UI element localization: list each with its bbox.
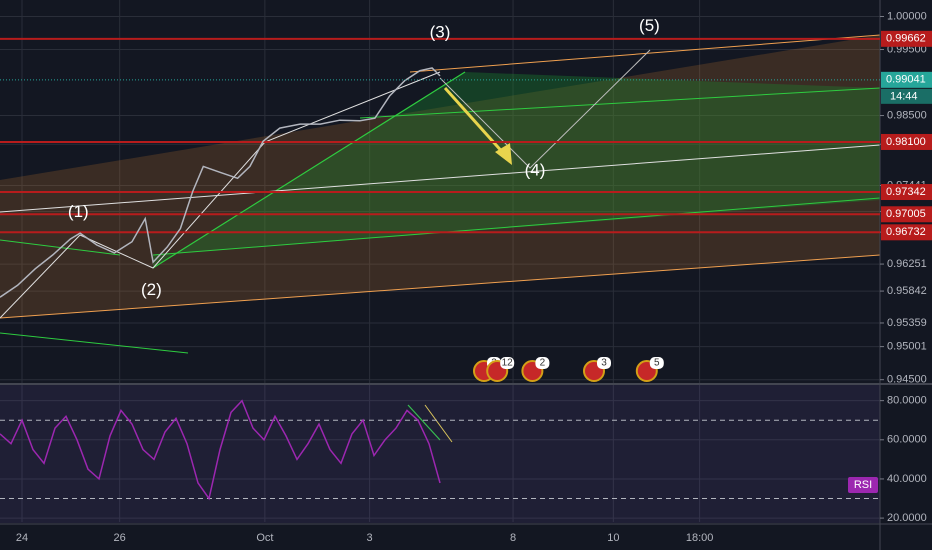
channel-line bbox=[409, 34, 881, 73]
green-channel bbox=[153, 72, 880, 268]
rsi-badge bbox=[848, 477, 878, 493]
wave-label: (2) bbox=[141, 280, 162, 299]
y-tick-label: 0.95001 bbox=[887, 341, 927, 353]
rsi-title: RSI bbox=[854, 479, 872, 491]
event-count-badge bbox=[649, 357, 664, 369]
x-tick-label: 10 bbox=[607, 532, 619, 544]
rsi-divergence bbox=[407, 404, 441, 441]
event-count: 5 bbox=[654, 358, 660, 369]
level-badge bbox=[881, 133, 932, 150]
arrow bbox=[443, 86, 507, 157]
x-tick-label: 3 bbox=[367, 532, 373, 544]
level-label: 0.99662 bbox=[886, 33, 926, 45]
event-count: 12 bbox=[502, 358, 514, 369]
x-tick-label: 26 bbox=[114, 532, 126, 544]
series-line bbox=[0, 67, 441, 298]
trend-line bbox=[0, 332, 189, 354]
arrow-head bbox=[495, 143, 512, 165]
y-tick-label: 80.0000 bbox=[887, 395, 927, 407]
series-line bbox=[0, 399, 441, 501]
event-count: 2 bbox=[540, 358, 546, 369]
time-badge bbox=[881, 88, 932, 104]
wave-label: (3) bbox=[430, 23, 451, 42]
last-price-label: 0.99041 bbox=[886, 74, 926, 86]
time-label: 14:44 bbox=[890, 91, 918, 103]
wave-label: (5) bbox=[639, 16, 660, 35]
y-tick-label: 0.98500 bbox=[887, 109, 927, 121]
x-tick-label: Oct bbox=[256, 532, 273, 544]
channel-line bbox=[0, 254, 881, 319]
y-tick-label: 0.95359 bbox=[887, 317, 927, 329]
level-badge bbox=[881, 184, 932, 201]
trend-line bbox=[152, 71, 466, 269]
event-count-badge bbox=[535, 357, 550, 369]
y-tick-label: 0.95842 bbox=[887, 285, 927, 297]
level-label: 0.98100 bbox=[886, 136, 926, 148]
projection bbox=[439, 49, 651, 169]
trend-line bbox=[0, 234, 81, 319]
trend-line bbox=[359, 87, 881, 119]
x-tick-label: 8 bbox=[510, 532, 516, 544]
trend-line bbox=[152, 197, 881, 256]
level-badge bbox=[881, 30, 932, 47]
level-badge bbox=[881, 224, 932, 241]
y-tick-label: 0.94500 bbox=[887, 374, 927, 386]
event-count: 3 bbox=[601, 358, 607, 369]
event-count-badge bbox=[597, 357, 611, 369]
x-tick-label: 24 bbox=[16, 532, 28, 544]
x-tick-label: 18:00 bbox=[686, 532, 714, 544]
y-tick-label: 60.0000 bbox=[887, 434, 927, 446]
level-badge bbox=[881, 206, 932, 223]
level-label: 0.97005 bbox=[886, 208, 926, 220]
y-tick-label: 1.00000 bbox=[887, 10, 927, 22]
y-tick-label: 20.0000 bbox=[887, 512, 927, 524]
wave-label: (1) bbox=[68, 202, 89, 221]
grid bbox=[0, 0, 880, 522]
level-label: 0.96732 bbox=[886, 226, 926, 238]
rsi-arrow bbox=[424, 404, 453, 443]
y-tick-label: 40.0000 bbox=[887, 473, 927, 485]
last-price-badge bbox=[881, 71, 932, 88]
level-label: 0.97342 bbox=[886, 186, 926, 198]
rsi-background bbox=[0, 385, 880, 523]
wave-label: (4) bbox=[525, 161, 546, 180]
trend-line bbox=[0, 144, 881, 213]
event-count-badge bbox=[500, 357, 515, 369]
orange-channel bbox=[0, 35, 880, 318]
y-tick-label: 0.96251 bbox=[887, 258, 927, 270]
